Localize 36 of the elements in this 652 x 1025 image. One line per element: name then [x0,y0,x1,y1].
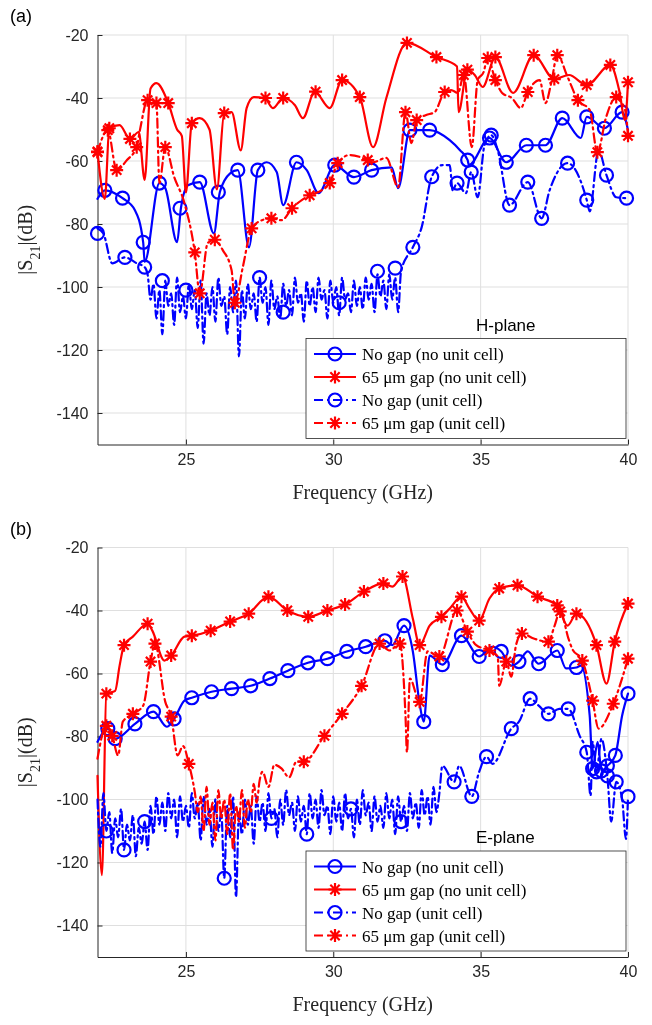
x-tick-label: 35 [472,963,491,981]
y-tick-label: -120 [56,854,89,872]
y-tick-label: -40 [65,602,89,620]
x-tick-label: 35 [472,450,491,468]
x-tick-label: 30 [324,963,343,981]
annotation: H-plane [476,315,536,335]
chart-title: (b) [10,518,32,539]
annotation: E-plane [476,828,535,847]
y-tick-label: -140 [56,404,89,422]
y-tick-label: -120 [56,341,89,359]
y-tick-label: -60 [65,152,89,170]
y-tick-label: -40 [65,89,89,107]
legend-label: 65 μm gap (no unit cell) [362,880,527,900]
y-tick-label: -100 [56,278,89,296]
y-tick-label: -100 [56,791,89,809]
y-tick-label: -60 [65,665,89,683]
x-tick-label: 40 [619,450,638,468]
legend-label: 65 μm gap (no unit cell) [362,368,527,387]
y-tick-label: -20 [65,539,89,557]
x-tick-label: 25 [177,963,196,981]
x-tick-label: 30 [324,450,343,468]
y-tick-label: -80 [65,728,89,746]
y-tick-label: -80 [65,215,89,233]
legend-label: 65 μm gap (unit cell) [362,414,506,433]
y-tick-label: -20 [65,26,89,44]
legend-label: 65 μm gap (unit cell) [362,926,506,946]
legend-label: No gap (unit cell) [362,903,483,923]
chart-title: (a) [10,6,32,26]
legend-label: No gap (unit cell) [362,391,483,410]
legend-label: No gap (no unit cell) [362,345,504,364]
x-axis-title: Frequency (GHz) [292,993,433,1016]
legend-label: No gap (no unit cell) [362,857,504,877]
x-axis-title: Frequency (GHz) [292,480,433,504]
x-tick-label: 40 [619,963,638,981]
y-tick-label: -140 [56,917,89,935]
x-tick-label: 25 [177,450,196,468]
